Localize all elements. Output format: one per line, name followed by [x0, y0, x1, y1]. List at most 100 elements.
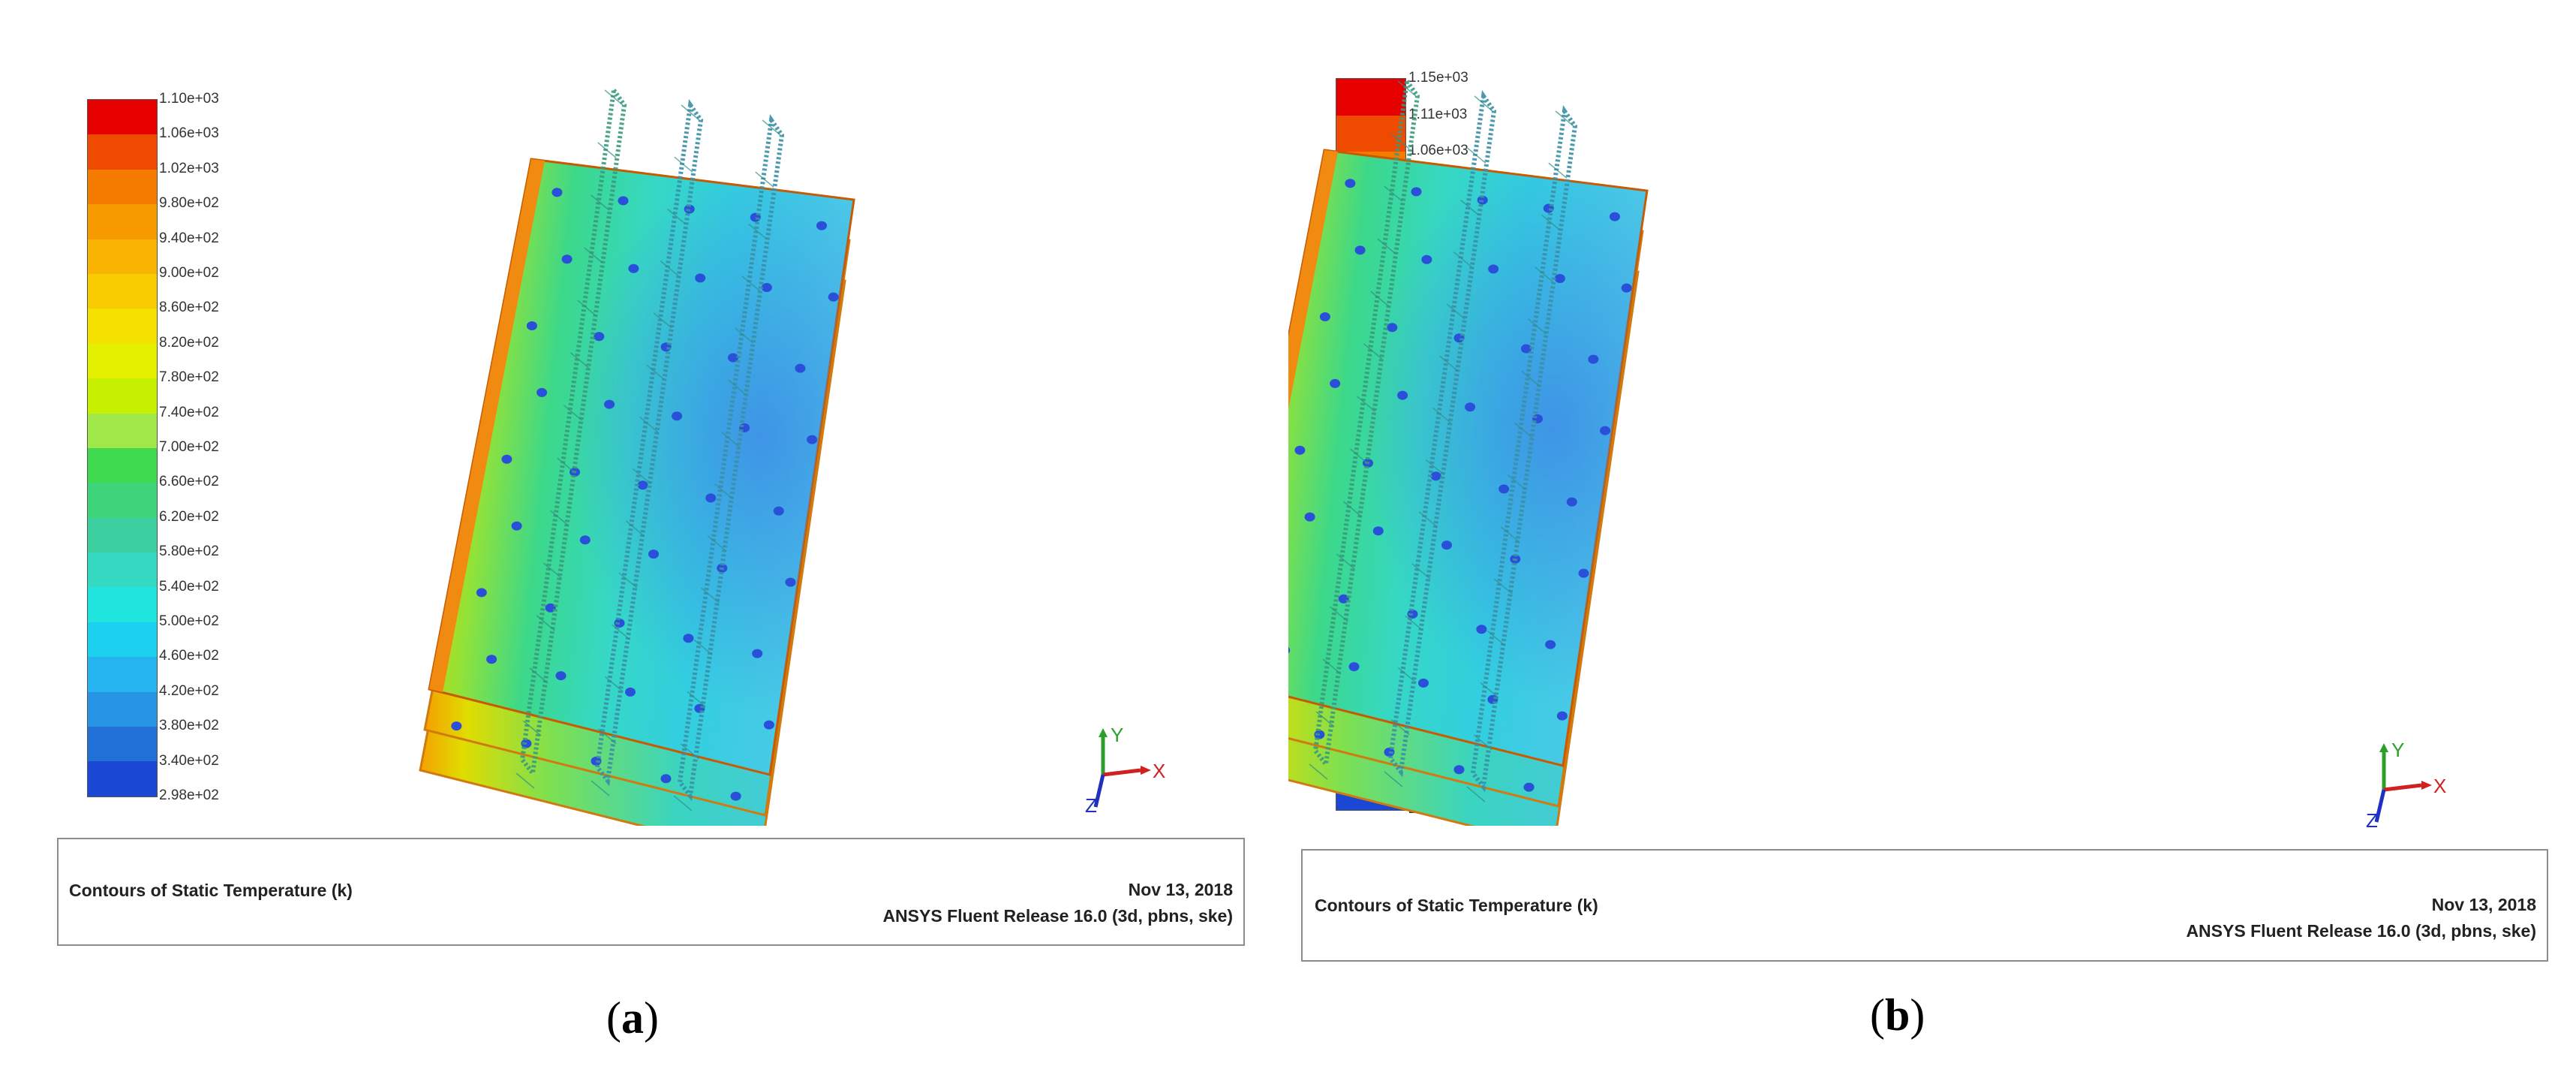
axis-label-z: Z	[2366, 809, 2378, 832]
tube-hole	[763, 720, 774, 730]
tube-hole	[637, 480, 648, 490]
tube-hole	[1545, 640, 1556, 649]
colorbar-tick-label: 8.60e+02	[159, 300, 219, 316]
hot-edge	[1288, 150, 1338, 410]
tube-hole	[1372, 526, 1384, 536]
tube-hole	[1387, 323, 1398, 333]
tube-hole	[684, 204, 695, 214]
colorbar-tick-label: 5.80e+02	[159, 544, 219, 560]
colorbar	[87, 99, 158, 797]
axis-label-x: X	[2433, 775, 2446, 797]
caption-date: Nov 13, 2018	[1128, 880, 1233, 899]
colorbar-tick-label: 3.80e+02	[159, 718, 219, 734]
colorbar-tick-label: 3.40e+02	[159, 752, 219, 769]
mesh-plane	[516, 84, 627, 789]
axis-label-z: Z	[1085, 794, 1097, 817]
tube-hole	[1566, 497, 1577, 507]
colorbar-band	[88, 483, 157, 518]
hot-edge	[429, 159, 545, 692]
tube-hole	[807, 435, 818, 444]
tube-hole	[1418, 678, 1429, 688]
colorbar-tick-label: 9.40e+02	[159, 230, 219, 246]
tube-hole	[1488, 264, 1499, 274]
colorbar-tick-label: 1.10e+03	[159, 91, 219, 107]
tube-hole	[561, 254, 573, 264]
tube-hole	[1330, 378, 1341, 388]
tube-hole	[816, 221, 827, 230]
tube-hole	[1430, 471, 1441, 481]
colorbar-tick-label: 1.06e+03	[159, 125, 219, 142]
tube-hole	[1523, 782, 1534, 792]
tube-hole	[1288, 647, 1291, 654]
colorbar-band	[88, 343, 157, 379]
colorbar-band	[88, 691, 157, 727]
colorbar-band	[88, 553, 157, 588]
tube-hole	[1421, 254, 1432, 264]
subfigure-label: (a)	[606, 993, 659, 1043]
tube-hole	[1554, 274, 1565, 283]
colorbar-band	[88, 378, 157, 414]
tube-hole	[476, 588, 487, 598]
colorbar-tick-label: 7.40e+02	[159, 404, 219, 420]
tube-hole	[451, 721, 462, 731]
tube-hole	[1411, 187, 1422, 197]
tube-hole	[648, 550, 659, 559]
axis-label-x: X	[1153, 760, 1165, 782]
tube-hole	[1588, 354, 1599, 364]
colorbar-tick-label: 1.06e+03	[1408, 143, 1468, 159]
colorbar-band	[88, 447, 157, 483]
caption-date: Nov 13, 2018	[2431, 895, 2536, 914]
colorbar-tick-label: 6.20e+02	[159, 508, 219, 525]
tube-hole	[1621, 283, 1632, 293]
colorbar-band	[88, 587, 157, 622]
tube-hole	[785, 577, 796, 587]
tube-hole	[625, 687, 636, 697]
tube-hole	[761, 283, 772, 292]
tube-hole	[1453, 765, 1465, 775]
fin-stack	[419, 84, 855, 826]
tube-hole	[1441, 540, 1452, 550]
tube-hole	[683, 634, 694, 643]
caption-release: ANSYS Fluent Release 16.0 (3d, pbns, ske…	[2186, 921, 2536, 941]
tube-hole	[555, 671, 567, 681]
tube-hole	[618, 196, 629, 206]
tube-hole	[660, 774, 672, 784]
tube-hole	[1610, 212, 1620, 221]
axis-triad: X Y Z	[2361, 739, 2451, 837]
colorbar-tick-label: 2.98e+02	[159, 787, 219, 803]
tube-hole	[773, 506, 784, 516]
tube-hole	[695, 273, 706, 283]
tube-hole	[628, 263, 639, 273]
colorbar-tick-label: 7.00e+02	[159, 439, 219, 455]
axis-label-y: Y	[1111, 728, 1123, 746]
colorbar-tick-label: 9.80e+02	[159, 195, 219, 212]
tube-hole	[1498, 484, 1510, 494]
tube-hole	[1345, 179, 1356, 188]
tube-hole	[537, 387, 548, 397]
axis-triad-graphic: X Y Z	[2366, 739, 2446, 832]
tube-hole	[1348, 662, 1360, 672]
tube-hole	[1578, 568, 1589, 578]
colorbar-band	[88, 309, 157, 344]
caption-box: Contours of Static Temperature (k) Nov 1…	[1301, 849, 2548, 962]
colorbar-band	[88, 273, 157, 309]
colorbar-tick-label: 4.60e+02	[159, 648, 219, 664]
tube-hole	[730, 791, 741, 801]
colorbar-band	[88, 204, 157, 239]
mesh-plane	[1384, 90, 1497, 787]
figure-panel-a: 1.10e+03 1.06e+03 1.02e+03 9.80e+02 9.40e+02…	[57, 84, 1245, 1043]
tube-hole	[752, 649, 763, 658]
colorbar-band	[88, 169, 157, 205]
tube-hole	[1477, 195, 1488, 205]
mesh-plane	[1466, 105, 1578, 802]
tube-hole	[1354, 245, 1366, 255]
tube-hole	[594, 332, 605, 342]
subfigure-label: (b)	[1870, 990, 1925, 1040]
tube-hole	[1319, 312, 1330, 321]
contour-plot-3d	[419, 84, 855, 826]
colorbar-band	[1336, 79, 1405, 116]
colorbar-tick-label: 1.11e+03	[1408, 106, 1468, 122]
tube-hole	[526, 321, 537, 330]
colorbar-tick-label: 9.00e+02	[159, 265, 219, 281]
tube-hole	[486, 655, 497, 664]
